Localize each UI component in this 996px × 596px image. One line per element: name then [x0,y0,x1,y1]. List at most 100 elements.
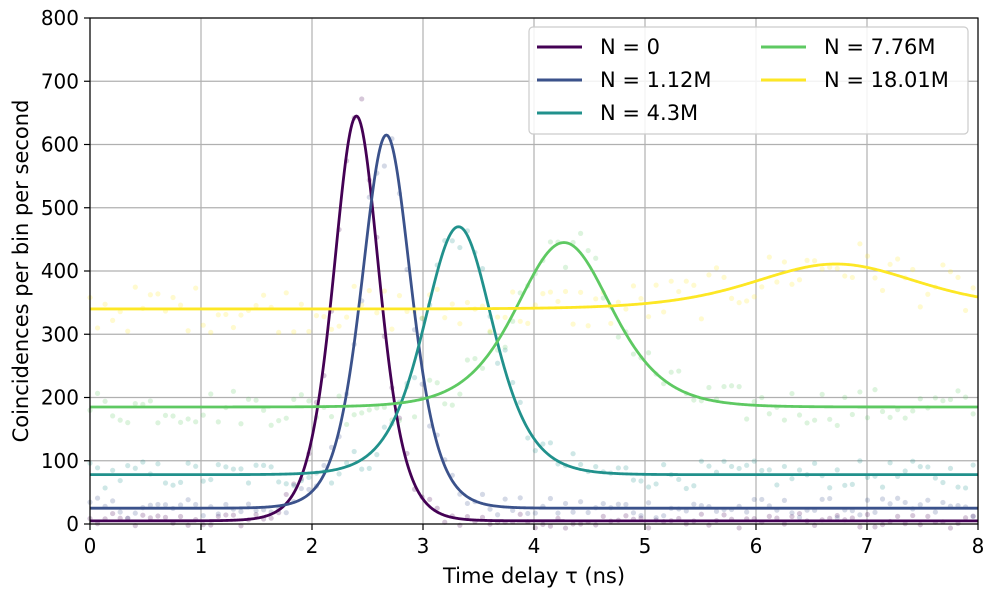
data-point [230,388,237,394]
y-tick-label: 300 [41,322,79,346]
data-point [736,525,742,531]
data-point [117,417,123,423]
data-point [623,501,629,508]
data-point [306,328,312,335]
data-point [374,405,380,411]
data-point [245,396,252,402]
data-point [208,522,214,528]
data-point [185,416,191,422]
data-point [781,417,788,423]
data-point [751,458,757,464]
data-point [434,505,440,511]
data-point [487,329,493,335]
data-point [721,274,727,280]
data-point [208,391,214,397]
data-point [110,498,116,504]
data-point [962,485,969,491]
data-point [442,401,448,407]
data-point [517,495,523,501]
y-axis-label: Coincidences per bin per second [9,100,33,443]
data-point [849,274,855,281]
x-tick-label: 8 [972,534,985,558]
data-point [351,448,357,455]
data-point [177,502,184,508]
data-point [351,412,357,418]
data-point [487,328,493,334]
y-tick-label: 100 [41,449,79,473]
data-point [494,512,501,518]
data-point [713,265,720,271]
data-point [744,462,750,468]
data-point [193,463,199,469]
data-point [562,264,569,270]
data-point [479,265,486,272]
data-point [336,323,342,329]
data-point [940,499,946,506]
data-point [170,294,176,301]
data-point [215,511,221,517]
data-point [155,513,161,519]
data-point [366,407,372,413]
data-point [366,288,372,294]
data-point [411,375,418,381]
data-point [645,525,652,531]
data-point [864,511,871,518]
data-point [721,458,727,464]
data-point [849,515,855,521]
data-point [117,509,123,515]
data-point [759,467,765,474]
data-point [736,465,742,472]
data-point [208,329,214,335]
data-point [94,495,101,501]
data-point [238,312,244,318]
data-point [457,244,463,251]
data-point [110,317,116,323]
data-point [193,501,199,508]
data-point [796,412,803,418]
data-point [200,322,206,328]
data-point [223,512,229,518]
data-point [253,462,259,468]
data-point [547,523,554,529]
data-point [947,269,954,275]
data-point [155,420,161,426]
data-point [449,402,455,408]
data-point [253,302,259,309]
data-point [434,380,440,386]
data-point [110,413,116,419]
data-point [578,289,584,295]
data-point [585,247,591,254]
data-point [638,478,644,484]
data-point [555,510,561,516]
data-point [834,515,840,521]
data-point [245,480,252,486]
data-point [328,480,335,486]
data-point [313,313,320,319]
data-point [502,496,508,502]
data-point [502,344,508,350]
data-point [517,399,523,405]
data-point [328,414,335,420]
data-point [162,480,169,486]
series-line [89,241,979,409]
data-point [351,283,357,289]
data-point [970,513,976,519]
data-point [570,509,576,515]
data-point [864,415,871,421]
x-axis-label: Time delay τ (ns) [442,564,625,588]
data-point [917,304,923,310]
data-point [155,501,161,508]
data-point [200,412,206,418]
data-point [532,448,538,454]
data-point [630,351,637,357]
x-tick-label: 3 [417,534,430,558]
data-point [117,309,123,315]
data-point [132,510,138,516]
data-point [562,500,569,507]
data-point [879,496,886,502]
data-point [147,292,153,298]
legend-label: N = 1.12M [600,68,712,92]
data-point [796,510,803,517]
data-point [215,312,221,318]
series-lines [89,114,979,523]
